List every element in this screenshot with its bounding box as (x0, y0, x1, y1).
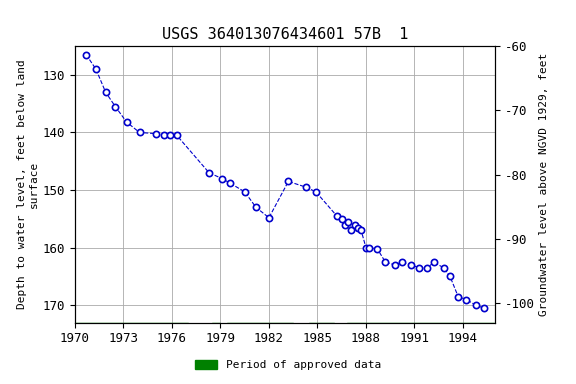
Y-axis label: Depth to water level, feet below land
surface: Depth to water level, feet below land su… (17, 60, 39, 309)
Title: USGS 364013076434601 57B  1: USGS 364013076434601 57B 1 (162, 27, 408, 42)
Legend: Period of approved data: Period of approved data (191, 356, 385, 375)
Y-axis label: Groundwater level above NGVD 1929, feet: Groundwater level above NGVD 1929, feet (539, 53, 550, 316)
